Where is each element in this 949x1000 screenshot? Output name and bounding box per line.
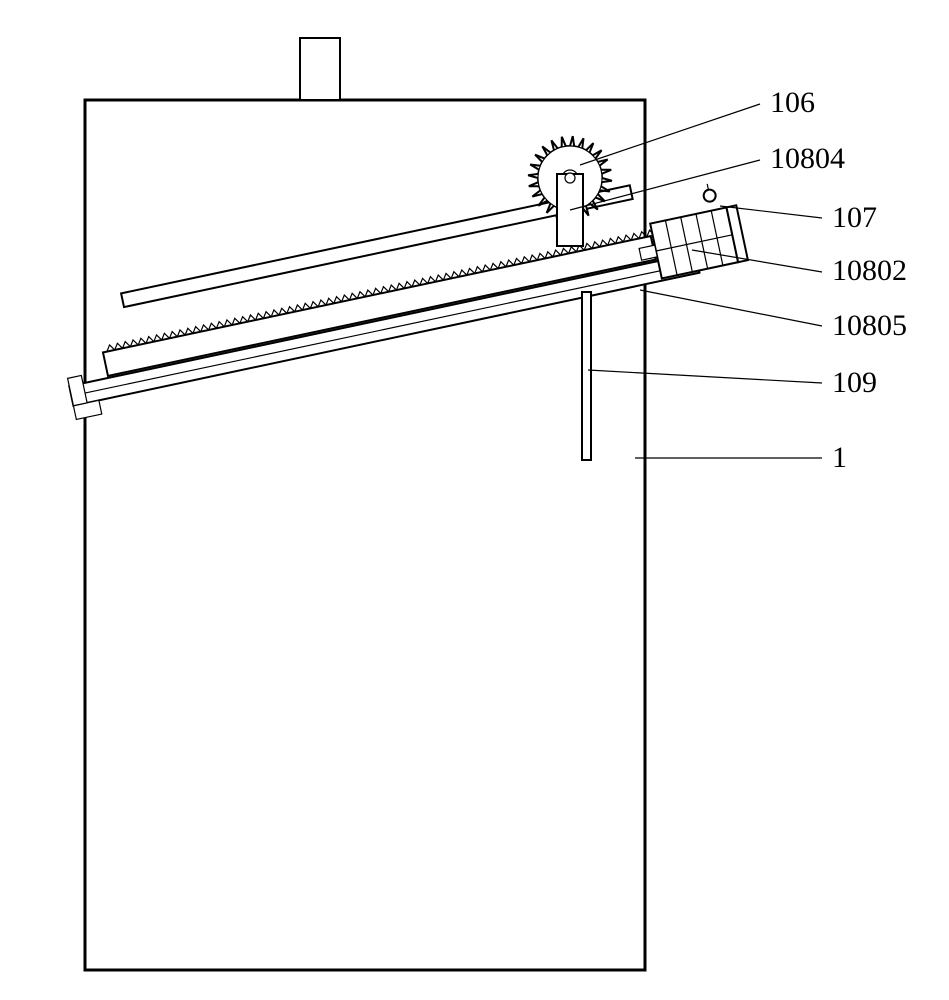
label-l10802: 10802	[832, 254, 907, 287]
label-l106: 106	[770, 86, 815, 119]
top-tab	[300, 38, 340, 100]
leader-l10805	[640, 290, 822, 326]
label-l1: 1	[832, 441, 847, 474]
label-l109: 109	[832, 366, 877, 399]
label-l10804: 10804	[770, 142, 845, 175]
label-l107: 107	[832, 201, 877, 234]
label-l10805: 10805	[832, 309, 907, 342]
drop-rod-109	[582, 292, 591, 460]
motor-knob-107	[703, 189, 717, 203]
motor-shaft	[639, 245, 657, 260]
